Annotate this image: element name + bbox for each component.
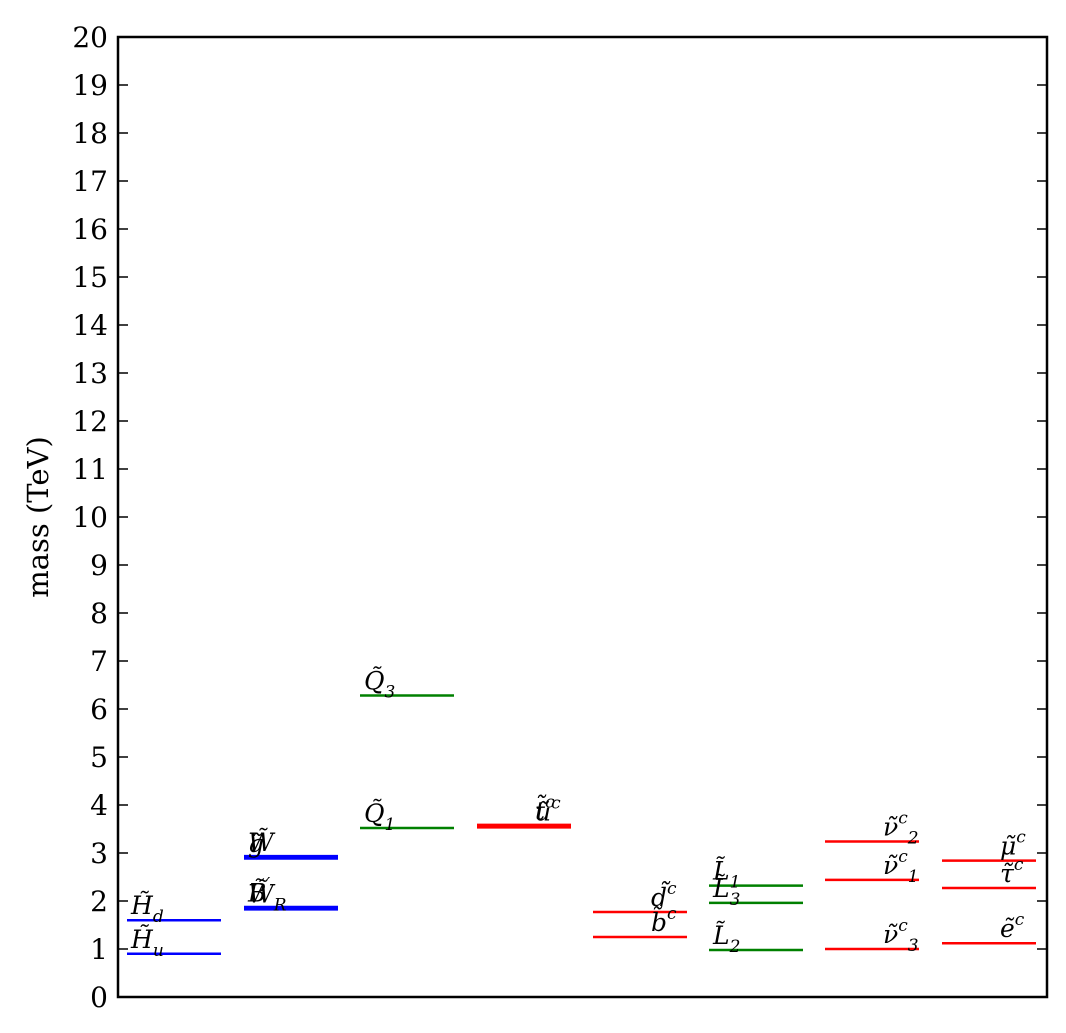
y-tick-label: 17 (72, 165, 108, 198)
mass-level-label: ẽc (1000, 910, 1025, 943)
mass-level-label: H̃u (130, 925, 164, 961)
level-label-main: t̃ (535, 794, 547, 825)
level-label-main: d̃ (651, 881, 671, 912)
mass-level-label: μ̃c (1000, 828, 1026, 861)
level-label-main: W̃ (248, 880, 276, 909)
y-tick-label: 1 (90, 933, 108, 966)
y-tick-label: 16 (72, 213, 108, 246)
mass-level-label: g̃ (248, 829, 264, 858)
level-label-sup: c (898, 847, 908, 867)
plot-frame (116, 35, 1049, 999)
level-label-sub: 3 (730, 890, 741, 910)
level-label-main: g̃ (248, 829, 264, 858)
level-label-main: ν̃ (883, 920, 898, 949)
level-label-main: H̃ (130, 891, 154, 920)
level-label-main: W̃ (248, 828, 276, 857)
y-tick-label: 3 (90, 837, 108, 870)
level-label-sup: c (667, 879, 677, 899)
mass-level-label: B̃′ (247, 875, 270, 908)
y-tick-label: 5 (90, 741, 108, 774)
mass-level-label: L̃3 (712, 874, 740, 910)
level-label-sup: c (898, 808, 908, 828)
mass-level-label: ν̃c1 (883, 847, 919, 887)
level-label-sub: 2 (907, 828, 919, 848)
level-label-sup: c (1014, 855, 1024, 875)
y-tick-label: 8 (90, 597, 108, 630)
level-label-sup: c (1016, 828, 1026, 848)
mass-level-label: W̃R (248, 880, 287, 916)
mass-levels (127, 694, 1036, 956)
y-tick-label: 2 (90, 885, 108, 918)
level-label-sup: c (667, 904, 677, 924)
level-label-main: ẽ (1000, 914, 1015, 943)
mass-level-label: L̃2 (712, 921, 740, 957)
y-tick-label: 19 (72, 69, 108, 102)
level-label-main: ν̃ (883, 851, 898, 880)
level-label-main: μ̃ (1000, 832, 1016, 861)
level-label-sup: c (551, 794, 561, 814)
level-label-sub: 1 (908, 867, 919, 887)
y-tick-label: 0 (90, 981, 108, 1014)
mass-level-label: t̃c (535, 793, 555, 826)
mass-level-label: τ̃c (1000, 855, 1024, 888)
y-tick-label: 10 (72, 501, 108, 534)
mass-level-label: ν̃c3 (883, 916, 919, 956)
level-label-main: B̃ (247, 879, 266, 908)
y-tick-label: 18 (72, 117, 108, 150)
y-axis-label: mass (TeV) (21, 436, 55, 598)
level-label-main: Q̃ (364, 799, 385, 828)
level-label-main: H̃ (130, 925, 154, 954)
y-tick-label: 7 (90, 645, 108, 678)
level-label-sub: 3 (908, 936, 919, 956)
level-label-sup: ′ (266, 875, 270, 895)
y-tick-label: 13 (72, 357, 108, 390)
y-tick-label: 9 (90, 549, 108, 582)
mass-level-label: b̃c (651, 904, 677, 937)
level-label-sup: c (1015, 910, 1025, 930)
mass-level-label: d̃c (651, 879, 677, 912)
level-label-sub: d (153, 907, 164, 927)
level-label-main: Q̃ (364, 667, 385, 696)
y-tick-label: 14 (72, 309, 108, 342)
level-label-sup: c (545, 793, 555, 813)
level-label-main: τ̃ (1000, 859, 1015, 888)
mass-level-label: ν̃c2 (883, 808, 919, 848)
level-label-sub: 2 (729, 937, 741, 957)
level-labels: H̃dH̃uW̃g̃B̃′W̃RQ̃3Q̃1 t̃cũcd̃cb̃cL̃1L̃3L… (130, 667, 1026, 961)
y-tick-label: 20 (72, 21, 108, 54)
level-label-main: L̃ (712, 857, 730, 886)
level-label-sub: 1 (730, 873, 741, 893)
level-label-main: L̃ (712, 874, 730, 903)
level-label-main: ũ (535, 798, 551, 827)
level-label-sup: c (898, 916, 908, 936)
y-tick-label: 12 (72, 405, 108, 438)
y-tick-label: 4 (90, 789, 108, 822)
mass-level-label: Q̃3 (364, 667, 395, 703)
mass-level-label: W̃ (248, 828, 276, 857)
level-label-sub: 3 (385, 683, 396, 703)
level-label-sub: u (153, 941, 164, 961)
level-label-main: ν̃ (883, 812, 898, 841)
level-label-sub: R (273, 896, 287, 916)
mass-level-label: H̃d (130, 891, 164, 927)
mass-level-label: Q̃1 (364, 799, 395, 835)
level-label-main: b̃ (651, 906, 667, 937)
level-label-main: L̃ (712, 921, 730, 950)
y-tick-label: 15 (72, 261, 108, 294)
level-label-sub: 1 (385, 815, 396, 835)
y-tick-label: 11 (72, 453, 108, 486)
y-tick-label: 6 (90, 693, 108, 726)
mass-level-label: ũc (535, 794, 561, 827)
mass-level-label: L̃1 (712, 857, 740, 893)
